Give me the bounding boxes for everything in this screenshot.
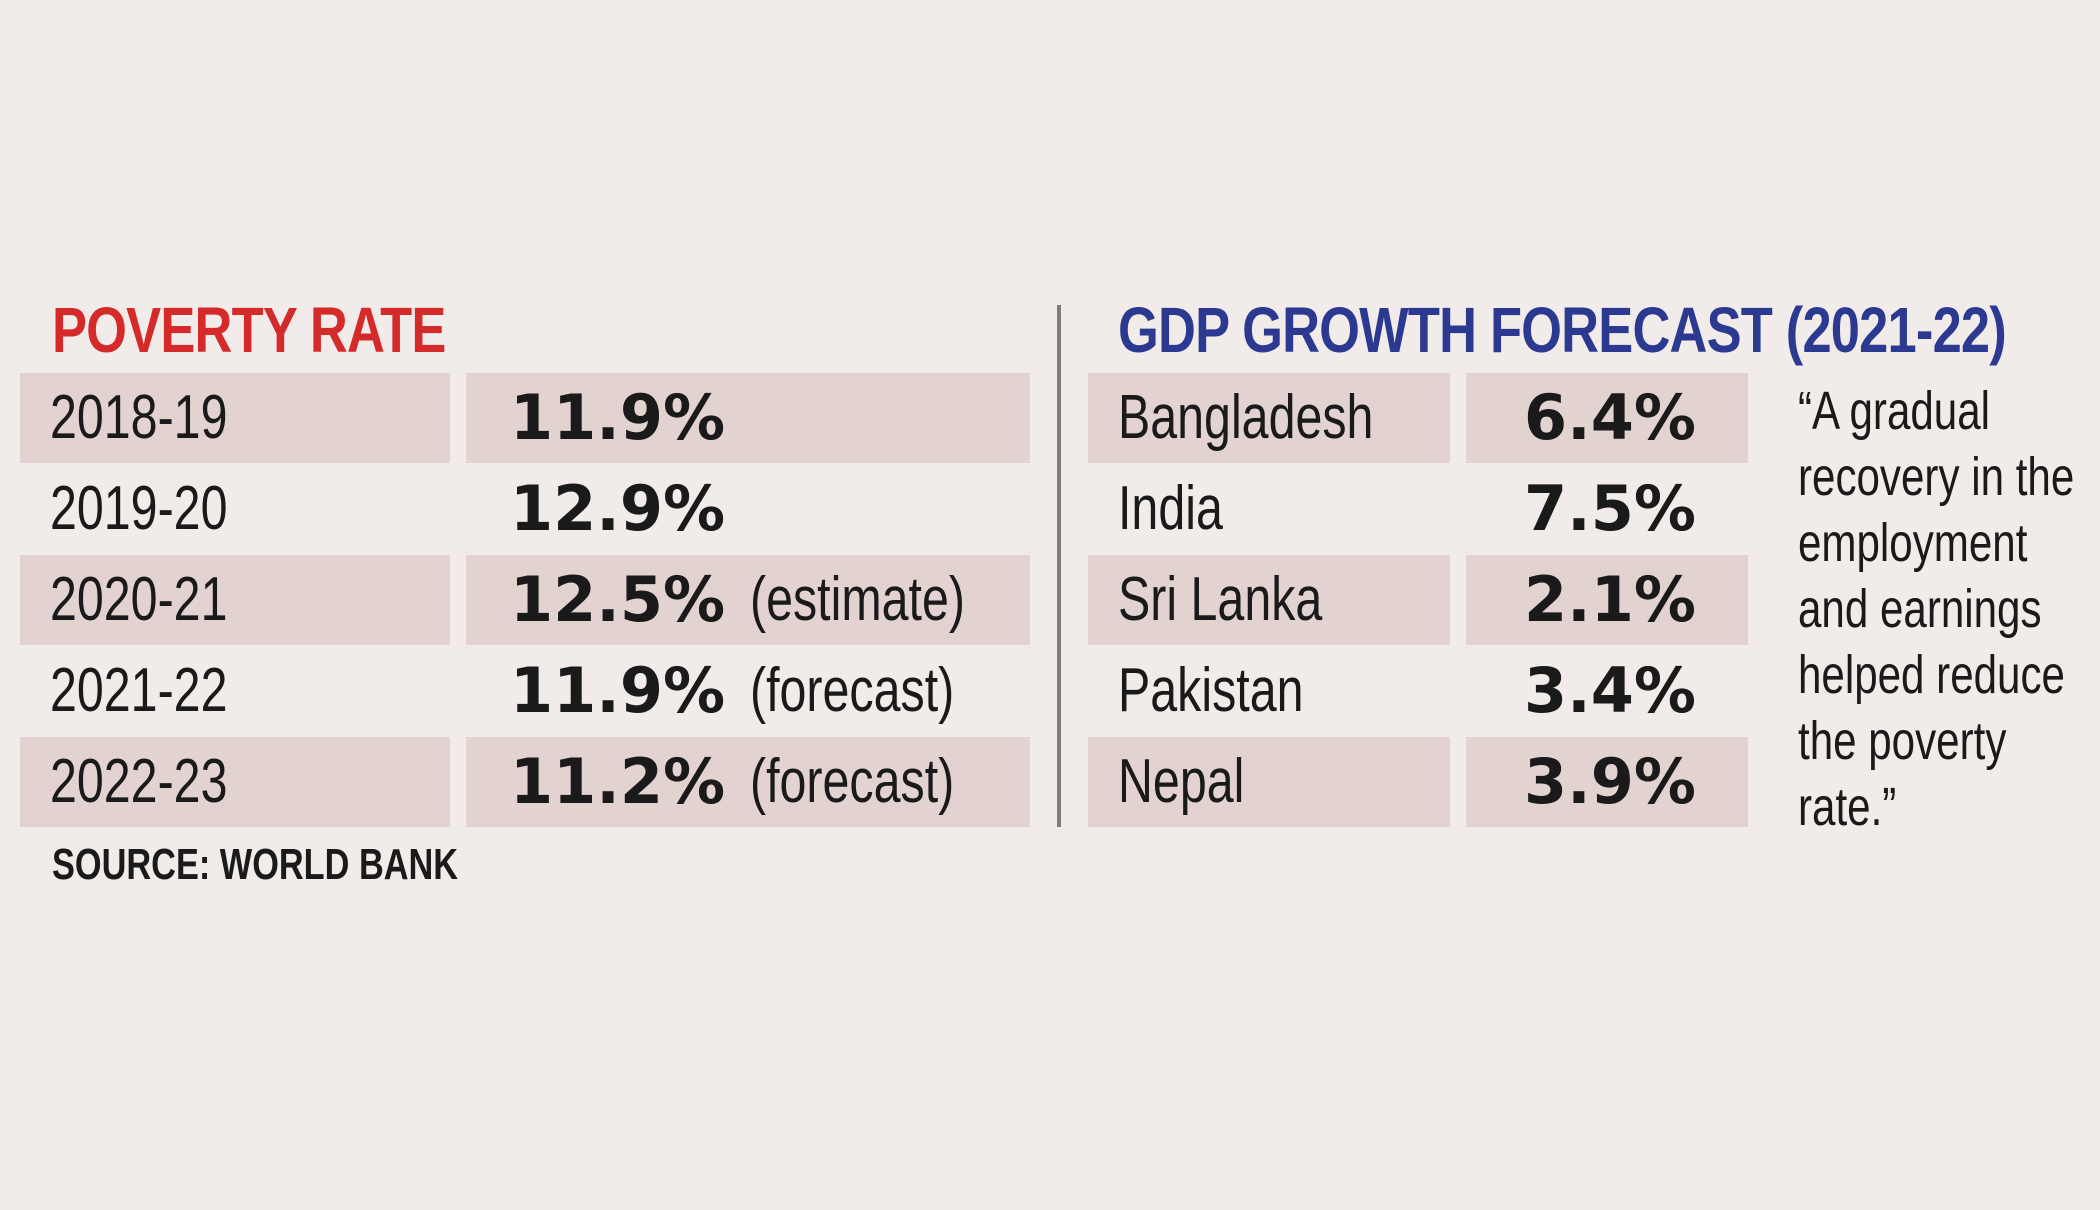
poverty-table-row: 2020-21 12.5% (estimate) xyxy=(20,555,1030,645)
poverty-table-row: 2018-19 11.9% xyxy=(20,373,1030,463)
year-cell-band xyxy=(20,737,450,827)
gdp-table-row: Pakistan 3.4% xyxy=(1088,646,1748,736)
rate-cell-band xyxy=(466,737,1030,827)
country-label: Pakistan xyxy=(1118,656,1304,725)
year-label: 2020-21 xyxy=(50,565,228,634)
quote-line: and earnings xyxy=(1798,579,2042,639)
growth-cell-band xyxy=(1466,555,1748,645)
growth-cell-band xyxy=(1466,737,1748,827)
poverty-rate-value: 12.5% xyxy=(510,563,726,636)
year-label: 2018-19 xyxy=(50,383,228,452)
quote-line: the poverty xyxy=(1798,711,2007,771)
country-label: Bangladesh xyxy=(1118,383,1374,452)
country-cell-band xyxy=(1088,555,1450,645)
gdp-growth-value: 3.9% xyxy=(1524,745,1696,818)
country-label: Sri Lanka xyxy=(1118,565,1323,634)
quote-line: employment xyxy=(1798,513,2028,573)
year-cell-band xyxy=(20,555,450,645)
year-label: 2019-20 xyxy=(50,474,228,543)
quote-line: rate.” xyxy=(1798,777,1897,837)
poverty-rate-value: 11.2% xyxy=(510,745,726,818)
gdp-table-row: India 7.5% xyxy=(1088,464,1748,554)
rate-note: (forecast) xyxy=(750,747,955,816)
quote-text: “A gradual recovery in the employment and e… xyxy=(1798,378,2094,840)
rate-cell-band xyxy=(466,373,1030,463)
source-note: SOURCE: WORLD BANK xyxy=(52,840,459,889)
gdp-growth-value: 2.1% xyxy=(1524,563,1696,636)
poverty-rate-value: 11.9% xyxy=(510,381,726,454)
quote-line: “A gradual xyxy=(1798,381,1991,441)
year-cell-band xyxy=(20,373,450,463)
country-cell-band xyxy=(1088,737,1450,827)
gdp-growth-title: GDP GROWTH FORECAST (2021-22) xyxy=(1118,294,2007,366)
rate-note: (forecast) xyxy=(750,656,955,725)
poverty-table-row: 2021-22 11.9% (forecast) xyxy=(20,646,1030,736)
quote-line: helped reduce xyxy=(1798,645,2065,705)
country-label: India xyxy=(1118,474,1223,543)
gdp-growth-value: 7.5% xyxy=(1524,472,1696,545)
poverty-rate-value: 12.9% xyxy=(510,472,726,545)
column-divider xyxy=(1057,305,1061,827)
quote-line: recovery in the xyxy=(1798,447,2075,507)
growth-cell-band xyxy=(1466,373,1748,463)
rate-cell-band xyxy=(466,555,1030,645)
gdp-growth-value: 3.4% xyxy=(1524,654,1696,727)
gdp-table-row: Bangladesh 6.4% xyxy=(1088,373,1748,463)
country-cell-band xyxy=(1088,373,1450,463)
year-label: 2022-23 xyxy=(50,747,228,816)
country-label: Nepal xyxy=(1118,747,1245,816)
rate-note: (estimate) xyxy=(750,565,965,634)
poverty-rate-title: POVERTY RATE xyxy=(52,294,446,366)
poverty-rate-value: 11.9% xyxy=(510,654,726,727)
gdp-table-row: Nepal 3.9% xyxy=(1088,737,1748,827)
poverty-table-row: 2022-23 11.2% (forecast) xyxy=(20,737,1030,827)
poverty-table-row: 2019-20 12.9% xyxy=(20,464,1030,554)
year-label: 2021-22 xyxy=(50,656,228,725)
gdp-table-row: Sri Lanka 2.1% xyxy=(1088,555,1748,645)
gdp-growth-value: 6.4% xyxy=(1524,381,1696,454)
